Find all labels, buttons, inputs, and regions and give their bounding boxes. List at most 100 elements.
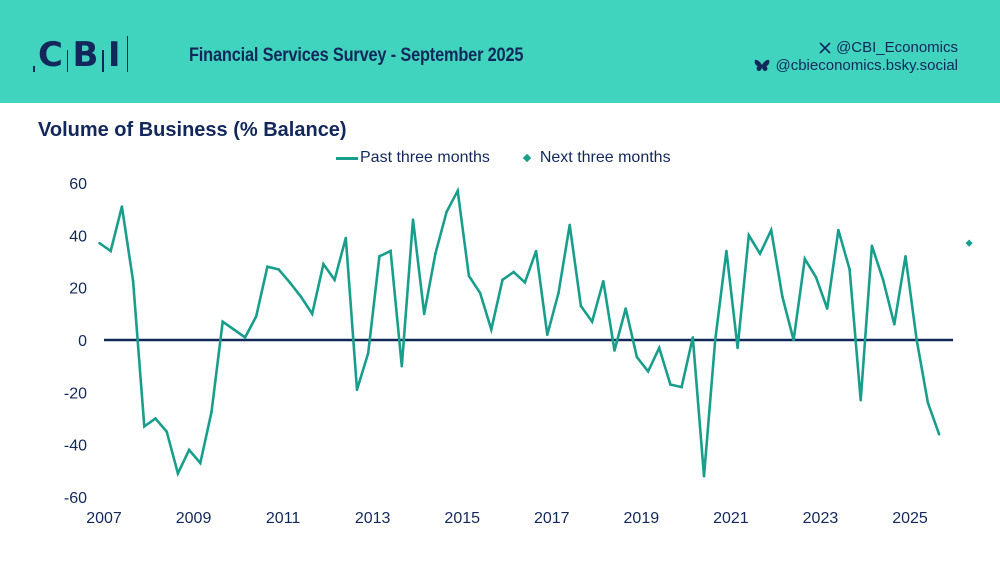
data-point — [322, 262, 325, 266]
chart-title: Volume of Business (% Balance) — [38, 119, 347, 141]
data-point — [904, 254, 907, 258]
data-point — [187, 448, 191, 452]
data-point — [747, 234, 751, 237]
x-tick-label: 2017 — [534, 510, 570, 527]
chart-legend: Past three months Next three months — [336, 149, 671, 167]
cbi-logo: C B I — [33, 36, 129, 72]
data-point — [490, 328, 493, 331]
data-point — [624, 307, 627, 310]
data-point — [870, 244, 874, 248]
data-point — [937, 432, 941, 436]
data-point — [411, 218, 415, 221]
data-point — [613, 349, 616, 352]
legend-label-past: Past three months — [360, 149, 490, 166]
data-point — [109, 249, 113, 253]
data-point — [725, 249, 728, 253]
legend-item-past: Past three months — [336, 149, 490, 167]
data-point — [814, 275, 818, 279]
data-point — [366, 351, 370, 355]
x-tick-label: 2013 — [355, 510, 391, 527]
data-point — [713, 338, 717, 342]
data-point — [657, 346, 661, 350]
data-point — [210, 410, 213, 414]
data-point — [198, 461, 202, 465]
x-tick-label: 2021 — [713, 510, 749, 527]
legend-line-swatch — [336, 156, 358, 160]
data-point — [445, 210, 448, 214]
data-point — [736, 346, 739, 350]
data-point — [881, 278, 885, 282]
x-tick-label: 2007 — [86, 510, 122, 527]
y-tick-label: 20 — [69, 281, 87, 298]
data-point — [893, 323, 896, 326]
social-bluesky[interactable]: @cbieconomics.bsky.social — [754, 57, 958, 75]
x-handle: @CBI_Economics — [836, 39, 958, 56]
data-point — [512, 270, 516, 274]
data-point — [590, 320, 594, 323]
data-point — [691, 336, 695, 339]
x-axis: 2007 2009 2011 2013 2015 2017 2019 2021 2023 2025 — [86, 510, 928, 527]
data-point — [702, 474, 706, 478]
data-point — [478, 291, 482, 295]
data-point — [825, 307, 829, 310]
y-tick-label: -20 — [64, 385, 87, 402]
data-point — [131, 279, 135, 283]
data-point — [277, 268, 280, 271]
y-tick-label: 60 — [69, 176, 87, 193]
data-point — [926, 401, 930, 405]
data-point — [680, 385, 683, 389]
header-banner: C B I Financial Services Survey - Septem… — [0, 0, 1000, 103]
data-point — [120, 205, 124, 208]
x-tick-label: 2011 — [266, 510, 301, 527]
y-tick-label: -40 — [64, 438, 87, 455]
data-point — [859, 398, 863, 402]
data-point — [557, 291, 560, 295]
data-point — [221, 320, 224, 323]
data-point — [310, 312, 314, 316]
x-icon — [819, 42, 831, 54]
data-point — [389, 249, 392, 253]
data-point — [501, 278, 504, 282]
y-axis: 60 40 20 0 -20 -40 -60 — [64, 176, 87, 507]
data-point — [769, 228, 773, 232]
data-point — [355, 388, 359, 392]
data-point — [546, 333, 549, 337]
bluesky-handle: @cbieconomics.bsky.social — [775, 57, 958, 74]
x-tick-label: 2023 — [803, 510, 839, 527]
y-tick-label: 0 — [78, 333, 87, 350]
data-point — [254, 315, 258, 318]
data-point — [154, 417, 157, 420]
x-tick-label: 2015 — [444, 510, 480, 527]
x-tick-label: 2019 — [624, 510, 660, 527]
data-point — [176, 472, 180, 475]
data-point — [456, 189, 460, 193]
data-point — [143, 425, 146, 428]
bluesky-butterfly-icon — [755, 59, 770, 71]
y-tick-label: -60 — [64, 490, 87, 507]
data-point — [400, 364, 404, 368]
legend-label-next: Next three months — [539, 149, 671, 166]
data-point — [165, 430, 168, 433]
data-point — [915, 338, 919, 342]
series-line-past-three-months — [98, 186, 941, 478]
legend-item-next: Next three months — [490, 149, 671, 167]
forecast-marker — [965, 239, 973, 247]
series-markers-next-three-months — [965, 239, 973, 247]
x-tick-label: 2025 — [892, 510, 928, 527]
data-point — [266, 265, 269, 269]
data-point — [344, 236, 348, 240]
data-point — [422, 312, 426, 316]
data-point — [232, 328, 236, 331]
data-point — [646, 370, 650, 373]
data-point — [333, 278, 336, 282]
data-point — [837, 228, 840, 232]
data-point — [669, 383, 672, 386]
social-handles: @CBI_Economics @cbieconomics.bsky.social — [754, 39, 958, 75]
social-x[interactable]: @CBI_Economics — [754, 39, 958, 57]
data-point — [635, 355, 639, 359]
data-point — [243, 336, 247, 339]
data-point — [378, 254, 381, 258]
data-point — [434, 252, 437, 255]
data-point — [803, 257, 807, 261]
